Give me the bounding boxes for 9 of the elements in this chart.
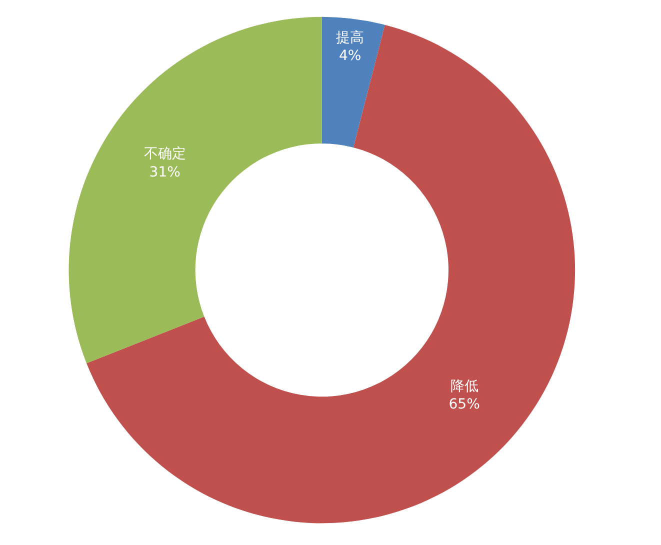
- slice-label: 提高: [336, 30, 364, 46]
- data-label: 4%: [338, 48, 362, 64]
- donut-slice: [68, 16, 322, 364]
- data-label: 65%: [448, 396, 480, 413]
- data-label: 31%: [149, 164, 180, 180]
- donut-slice: [322, 16, 385, 148]
- donut-slice: [86, 24, 575, 523]
- slice-label: 不确定: [144, 146, 186, 162]
- slice-label: 降低: [450, 378, 478, 395]
